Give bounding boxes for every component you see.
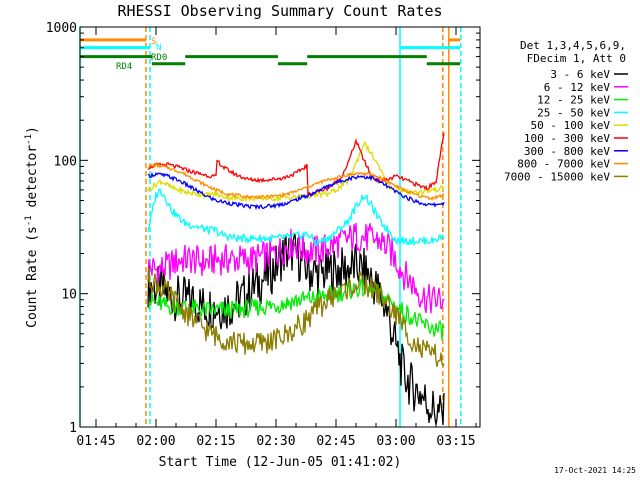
y-axis-label-sup2: -1 xyxy=(24,134,34,145)
state-bar-label-3: RD4 xyxy=(116,62,132,72)
legend: Det 1,3,4,5,6,9, FDecim 1, Att 0 3 - 6 k… xyxy=(504,39,628,183)
axes-layer: 01:45 02:00 02:15 02:30 02:45 03:00 03:15 1000 1… xyxy=(46,21,480,449)
legend-label-2: 12 - 25 keV xyxy=(537,94,610,107)
legend-header-1: Det 1,3,4,5,6,9, xyxy=(520,39,626,52)
state-bar-label-1: N xyxy=(156,43,161,53)
x-tick-label-3: 02:30 xyxy=(256,434,295,449)
legend-label-3: 25 - 50 keV xyxy=(537,106,610,119)
y-tick-label-1: 100 xyxy=(54,154,77,169)
state-bar-label-2: RD0 xyxy=(151,53,167,63)
legend-label-0: 3 - 6 keV xyxy=(550,68,610,81)
legend-label-1: 6 - 12 keV xyxy=(544,81,611,94)
x-tick-label-0: 01:45 xyxy=(76,434,115,449)
series-line-7 xyxy=(147,162,445,202)
series-line-6 xyxy=(147,171,445,211)
legend-label-6: 300 - 800 keV xyxy=(524,145,610,158)
y-axis-label-sup1: -1 xyxy=(24,215,34,226)
x-tick-label-6: 03:15 xyxy=(436,434,475,449)
y-axis-label-end: ) xyxy=(25,126,40,134)
x-tick-label-4: 02:45 xyxy=(316,434,355,449)
y-tick-label-2: 10 xyxy=(61,288,77,303)
x-tick-label-5: 03:00 xyxy=(376,434,415,449)
legend-label-4: 50 - 100 keV xyxy=(531,119,611,132)
y-tick-label-0: 1000 xyxy=(46,21,77,36)
x-tick-label-2: 02:15 xyxy=(196,434,235,449)
y-axis-label-mid: detector xyxy=(25,145,40,216)
legend-header-2: FDecim 1, Att 0 xyxy=(527,52,626,65)
y-axis-label-main: Count Rate (s xyxy=(25,226,40,328)
x-tick-label-1: 02:00 xyxy=(136,434,175,449)
footer-date: 17-Oct-2021 14:25 xyxy=(554,466,636,475)
series-line-5 xyxy=(147,132,445,197)
legend-label-5: 100 - 300 keV xyxy=(524,132,610,145)
y-tick-label-3: 1 xyxy=(69,421,77,436)
plot-frame xyxy=(79,26,481,428)
chart-title: RHESSI Observing Summary Count Rates xyxy=(117,2,442,20)
series-line-1 xyxy=(147,222,445,314)
y-axis-label: Count Rate (s-1 detector-1) xyxy=(24,126,40,328)
legend-label-8: 7000 - 15000 keV xyxy=(504,170,610,183)
series-layer xyxy=(147,132,445,426)
series-line-8 xyxy=(147,267,445,368)
state-bar-label-0: S xyxy=(151,37,156,47)
x-axis-label: Start Time (12-Jun-05 01:41:02) xyxy=(159,455,402,470)
legend-label-7: 800 - 7000 keV xyxy=(517,158,610,171)
series-line-3 xyxy=(147,188,445,247)
